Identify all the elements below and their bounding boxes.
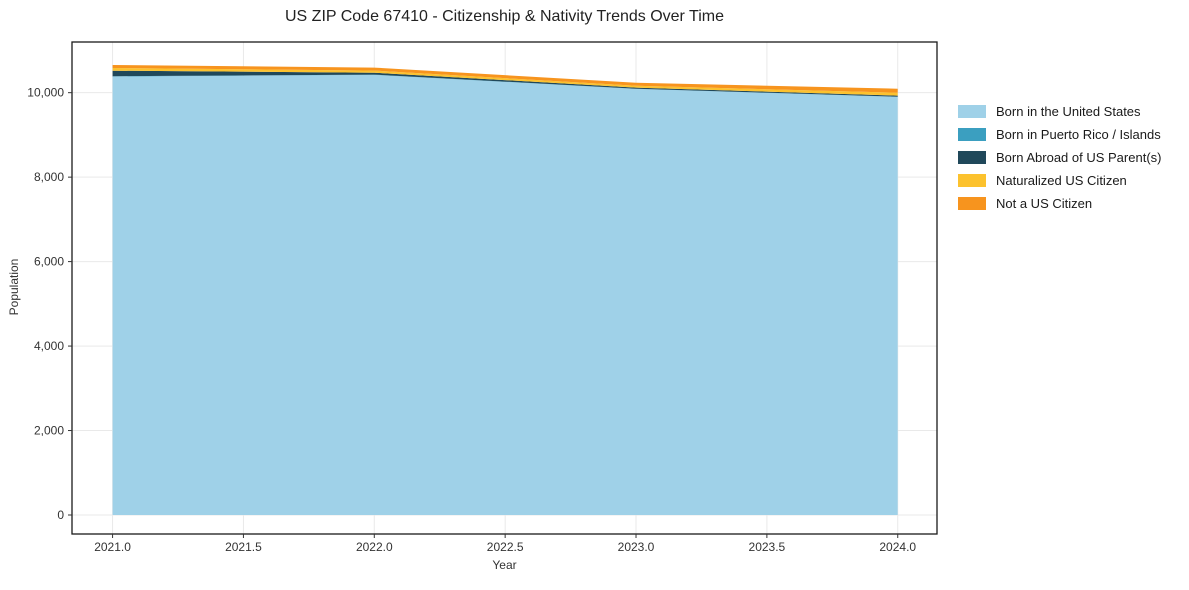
- y-tick-label: 10,000: [27, 86, 64, 100]
- legend-swatch-puerto-rico: [958, 127, 986, 141]
- legend-item-naturalized: Naturalized US Citizen: [958, 172, 1161, 188]
- area-series-0: [112, 74, 898, 516]
- x-tick-label: 2023.0: [618, 540, 655, 554]
- y-tick-label: 6,000: [34, 255, 64, 269]
- legend-swatch-not-citizen: [958, 196, 986, 210]
- legend: Born in the United States Born in Puerto…: [958, 103, 1162, 211]
- legend-item-not-citizen: Not a US Citizen: [958, 195, 1161, 211]
- legend-item-born-abroad: Born Abroad of US Parent(s): [958, 149, 1162, 165]
- y-axis-label: Population: [7, 258, 21, 316]
- legend-label: Not a US Citizen: [996, 195, 1093, 211]
- y-tick-label: 8,000: [34, 170, 64, 184]
- x-tick-label: 2022.5: [487, 540, 524, 554]
- legend-item-puerto-rico: Born in Puerto Rico / Islands: [958, 126, 1161, 142]
- legend-swatch-naturalized: [958, 173, 986, 187]
- legend-label: Naturalized US Citizen: [996, 172, 1127, 188]
- legend-item-born-in-us: Born in the United States: [958, 103, 1161, 119]
- y-tick-label: 0: [57, 508, 64, 522]
- x-tick-label: 2021.5: [225, 540, 262, 554]
- area-series-2: [112, 70, 898, 97]
- x-axis-label: Year: [492, 558, 517, 572]
- x-tick-label: 2024.0: [879, 540, 916, 554]
- area-series-4: [112, 65, 898, 93]
- legend-label: Born in the United States: [996, 103, 1141, 119]
- x-tick-label: 2023.5: [749, 540, 786, 554]
- legend-swatch-born-abroad: [958, 150, 986, 164]
- y-tick-label: 2,000: [34, 424, 64, 438]
- x-tick-label: 2021.0: [94, 540, 131, 554]
- plot-border: [71, 41, 938, 535]
- area-series-3: [112, 68, 898, 96]
- legend-label: Born Abroad of US Parent(s): [996, 149, 1162, 165]
- x-tick-label: 2022.0: [356, 540, 393, 554]
- legend-label: Born in Puerto Rico / Islands: [996, 126, 1161, 142]
- legend-swatch-born-in-us: [958, 104, 986, 118]
- chart-title: US ZIP Code 67410 - Citizenship & Nativi…: [285, 8, 724, 25]
- y-tick-label: 4,000: [34, 339, 64, 353]
